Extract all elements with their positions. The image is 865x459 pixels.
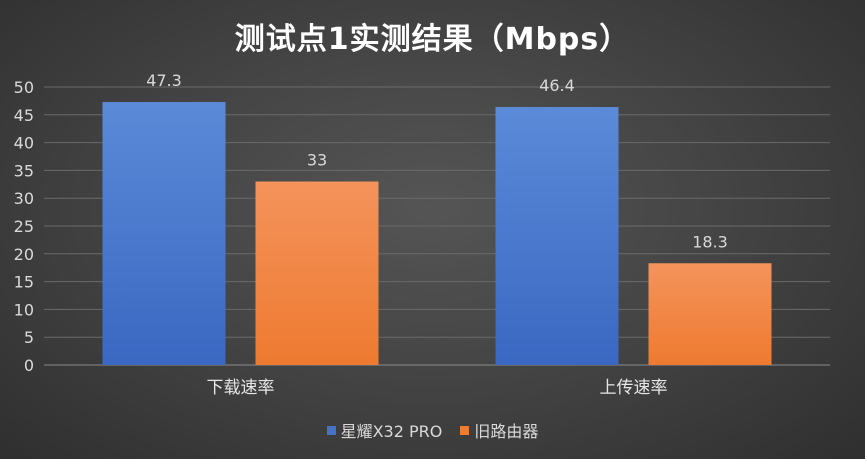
legend-swatch-series-2 xyxy=(460,425,470,435)
legend-item-series-2: 旧路由器 xyxy=(460,418,538,442)
legend-label-series-1: 星耀X32 PRO xyxy=(340,422,443,441)
data-label: 33 xyxy=(307,151,327,170)
data-label: 47.3 xyxy=(146,71,182,90)
legend-item-series-1: 星耀X32 PRO xyxy=(326,418,443,442)
y-tick-label: 20 xyxy=(14,245,34,264)
y-tick-label: 15 xyxy=(14,273,34,292)
y-tick-label: 35 xyxy=(14,161,34,180)
x-category-label: 上传速率 xyxy=(600,378,668,398)
data-label: 18.3 xyxy=(692,232,728,251)
y-tick-label: 0 xyxy=(24,356,34,375)
bar xyxy=(648,263,772,365)
data-label: 46.4 xyxy=(539,76,575,95)
y-tick-label: 45 xyxy=(14,106,34,125)
y-tick-label: 10 xyxy=(14,300,34,319)
legend: 星耀X32 PRO 旧路由器 xyxy=(0,418,865,442)
legend-swatch-series-1 xyxy=(326,425,336,435)
y-tick-label: 25 xyxy=(14,217,34,236)
y-tick-label: 50 xyxy=(14,78,34,97)
x-category-label: 下载速率 xyxy=(207,378,275,398)
bar xyxy=(495,107,619,366)
bar xyxy=(255,181,379,365)
y-tick-label: 30 xyxy=(14,189,34,208)
chart-title: 测试点1实测结果（Mbps） xyxy=(234,22,631,57)
bar xyxy=(102,102,226,366)
y-tick-label: 5 xyxy=(24,328,34,347)
y-tick-label: 40 xyxy=(14,134,34,153)
legend-label-series-2: 旧路由器 xyxy=(474,422,539,441)
